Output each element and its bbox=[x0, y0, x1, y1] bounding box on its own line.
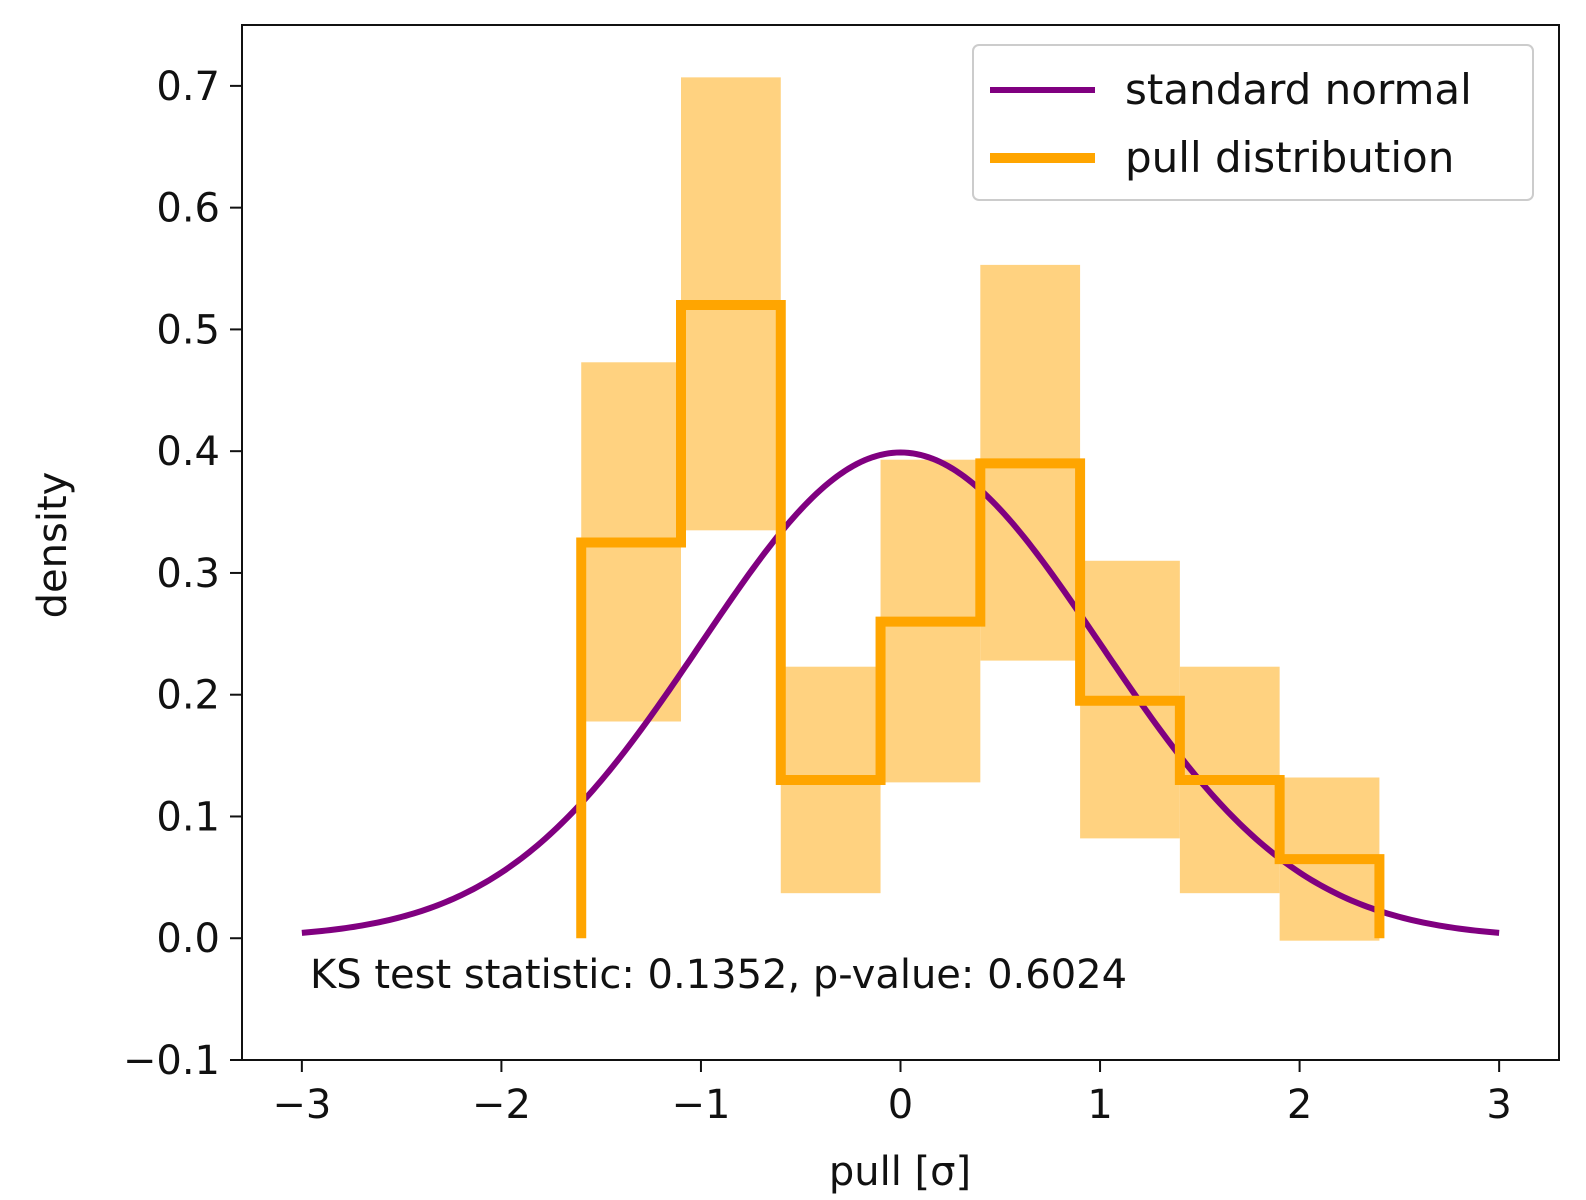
x-tick-label: 1 bbox=[1087, 1082, 1112, 1128]
y-tick-label: 0.6 bbox=[156, 186, 220, 232]
plot-area bbox=[301, 77, 1500, 941]
legend-box bbox=[972, 44, 1534, 201]
y-tick-label: 0.5 bbox=[156, 307, 220, 353]
legend-label-pull-distribution: pull distribution bbox=[1125, 133, 1454, 182]
x-axis-ticks: −3 −2 −1 0 1 2 3 bbox=[272, 1060, 1512, 1128]
x-tick-label: 0 bbox=[888, 1082, 913, 1128]
x-axis-label: pull [σ] bbox=[829, 1149, 971, 1195]
y-tick-label: −0.1 bbox=[123, 1038, 220, 1084]
x-tick-label: −2 bbox=[472, 1082, 531, 1128]
y-tick-label: 0.3 bbox=[156, 551, 220, 597]
y-tick-label: 0.2 bbox=[156, 673, 220, 719]
legend-label-standard-normal: standard normal bbox=[1125, 65, 1472, 114]
y-tick-label: 0.7 bbox=[156, 64, 220, 110]
y-tick-label: 0.4 bbox=[156, 429, 220, 475]
x-tick-label: −3 bbox=[272, 1082, 331, 1128]
pull-distribution-step-line bbox=[576, 300, 1385, 939]
y-tick-label: 0.0 bbox=[156, 916, 220, 962]
y-axis-label: density bbox=[30, 472, 76, 619]
standard-normal-curve bbox=[301, 449, 1500, 936]
x-tick-label: −1 bbox=[671, 1082, 730, 1128]
y-tick-label: 0.1 bbox=[156, 794, 220, 840]
y-axis-ticks: −0.1 0.0 0.1 0.2 0.3 0.4 0.5 0.6 0.7 bbox=[123, 64, 242, 1084]
x-tick-label: 2 bbox=[1287, 1082, 1312, 1128]
legend: standard normal pull distribution bbox=[972, 44, 1534, 201]
x-tick-label: 3 bbox=[1486, 1082, 1511, 1128]
ks-test-annotation: KS test statistic: 0.1352, p-value: 0.60… bbox=[310, 952, 1127, 998]
